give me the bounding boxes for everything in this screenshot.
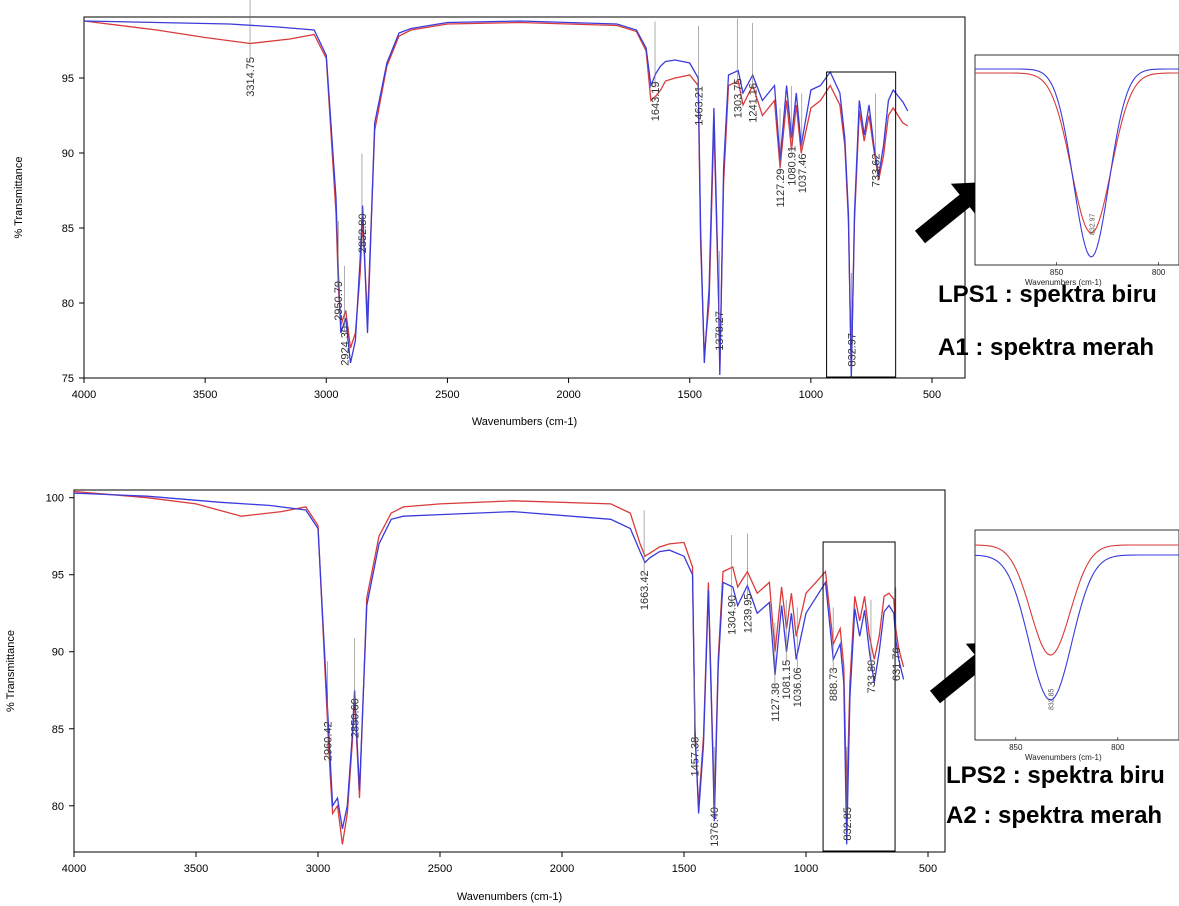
peak-label: 2960.42 (323, 721, 335, 761)
y-tick-label: 85 (52, 724, 64, 736)
y-tick-label: 85 (62, 223, 74, 235)
peak-label: 1036.06 (792, 667, 804, 707)
series-red-line (74, 490, 905, 845)
x-tick-label: 1000 (794, 863, 818, 875)
x-tick-label: 1500 (677, 389, 701, 401)
peak-label: 2850.60 (349, 698, 361, 738)
peak-label: 1463.21 (694, 86, 706, 126)
inset-blue-curve (974, 554, 1179, 701)
peak-label: 1241.16 (747, 83, 759, 123)
x-tick-label: 500 (919, 863, 937, 875)
inset-tick-label: 850 (1009, 743, 1023, 752)
peak-label: 1643.19 (650, 82, 662, 122)
x-tick-label: 4000 (72, 389, 96, 401)
peak-label: 888.73 (828, 667, 840, 701)
plot-frame (83, 16, 966, 379)
inset-tick-label: 850 (1050, 268, 1064, 277)
arrow-shaft (914, 193, 972, 244)
peak-label: 1378.27 (714, 311, 726, 351)
inset-tick-label: 800 (1152, 268, 1166, 277)
peak-label: 1457.38 (689, 737, 701, 777)
peak-label: 1304.90 (727, 595, 739, 635)
x-tick-label: 3500 (193, 389, 217, 401)
peak-label: 1239.95 (742, 594, 754, 634)
x-axis-label: Wavenumbers (cm-1) (457, 891, 562, 903)
peak-label: 2950.79 (333, 281, 345, 321)
legend-red-text: A2 : spektra merah (946, 802, 1162, 829)
x-tick-label: 500 (923, 389, 941, 401)
peak-label: 1303.75 (732, 79, 744, 119)
series-blue-line (84, 20, 909, 378)
inset-x-label: Wavenumbers (cm-1) (1025, 278, 1102, 287)
inset-blue-curve (975, 68, 1179, 258)
legend-red-text: A1 : spektra merah (938, 334, 1154, 361)
zoom-inset: 850 800 Wavenumbers (cm-1) 832.85 (974, 529, 1179, 762)
peak-label: 832.85 (842, 807, 854, 841)
x-tick-label: 3000 (314, 389, 338, 401)
y-tick-label: 80 (52, 801, 64, 813)
y-tick-label: 95 (52, 570, 64, 582)
y-tick-label: 100 (46, 493, 64, 505)
ftir-panel-lps2-a2: 4000 3500 3000 2500 2000 1500 1000 500 80 85 90 95 1… (5, 489, 1179, 903)
peak-label: 3314.75 (245, 57, 257, 97)
inset-frame (974, 529, 1179, 741)
y-axis-label: % Transmittance (13, 157, 25, 239)
highlight-box (826, 71, 897, 378)
highlight-box (822, 541, 896, 852)
x-axis-label: Wavenumbers (cm-1) (472, 416, 577, 428)
x-tick-label: 2500 (428, 863, 452, 875)
peak-label: 2924.30 (340, 326, 352, 366)
peak-label: 1081.15 (781, 660, 793, 700)
plot-frame (73, 489, 946, 853)
peak-label: 2852.80 (357, 214, 369, 254)
legend-blue-text: LPS2 : spektra biru (946, 762, 1165, 789)
series-blue-line (74, 492, 905, 845)
peak-label: 733.62 (870, 154, 882, 188)
x-tick-label: 3500 (184, 863, 208, 875)
y-tick-label: 90 (52, 647, 64, 659)
x-tick-label: 2000 (550, 863, 574, 875)
peak-label: 1037.46 (797, 154, 809, 194)
peak-label: 733.80 (866, 660, 878, 694)
peak-label: 1080.91 (786, 146, 798, 186)
x-tick-label: 2000 (556, 389, 580, 401)
x-tick-label: 2500 (435, 389, 459, 401)
x-tick-label: 1000 (799, 389, 823, 401)
inset-peak-label: 832.85 (1048, 688, 1055, 710)
y-tick-label: 80 (62, 298, 74, 310)
inset-tick-label: 800 (1111, 743, 1125, 752)
peak-label: 1127.29 (775, 169, 787, 208)
x-tick-label: 4000 (62, 863, 86, 875)
inset-red-curve (975, 544, 1179, 656)
inset-peak-label: 832.97 (1089, 213, 1096, 235)
y-axis-label: % Transmittance (5, 630, 17, 712)
x-tick-label: 3000 (306, 863, 330, 875)
inset-frame (974, 54, 1179, 266)
y-tick-label: 75 (62, 373, 74, 385)
peak-label: 1376.40 (709, 807, 721, 847)
peak-label: 1127.38 (770, 683, 782, 722)
peak-label: 631.76 (891, 647, 903, 681)
arrow-shaft (929, 653, 987, 704)
legend-blue-text: LPS1 : spektra biru (938, 281, 1157, 308)
peak-label: 1663.42 (639, 570, 651, 610)
ftir-panel-lps1-a1: 4000 3500 3000 2500 2000 1500 1000 500 75 80 85 90 9… (13, 0, 1179, 428)
y-tick-label: 95 (62, 73, 74, 85)
peak-label: 832.97 (846, 333, 858, 367)
x-tick-label: 1500 (672, 863, 696, 875)
inset-red-curve (975, 72, 1179, 234)
inset-x-label: Wavenumbers (cm-1) (1025, 753, 1102, 762)
y-tick-label: 90 (62, 148, 74, 160)
zoom-inset: 850 800 Wavenumbers (cm-1) 832.97 (974, 54, 1179, 287)
